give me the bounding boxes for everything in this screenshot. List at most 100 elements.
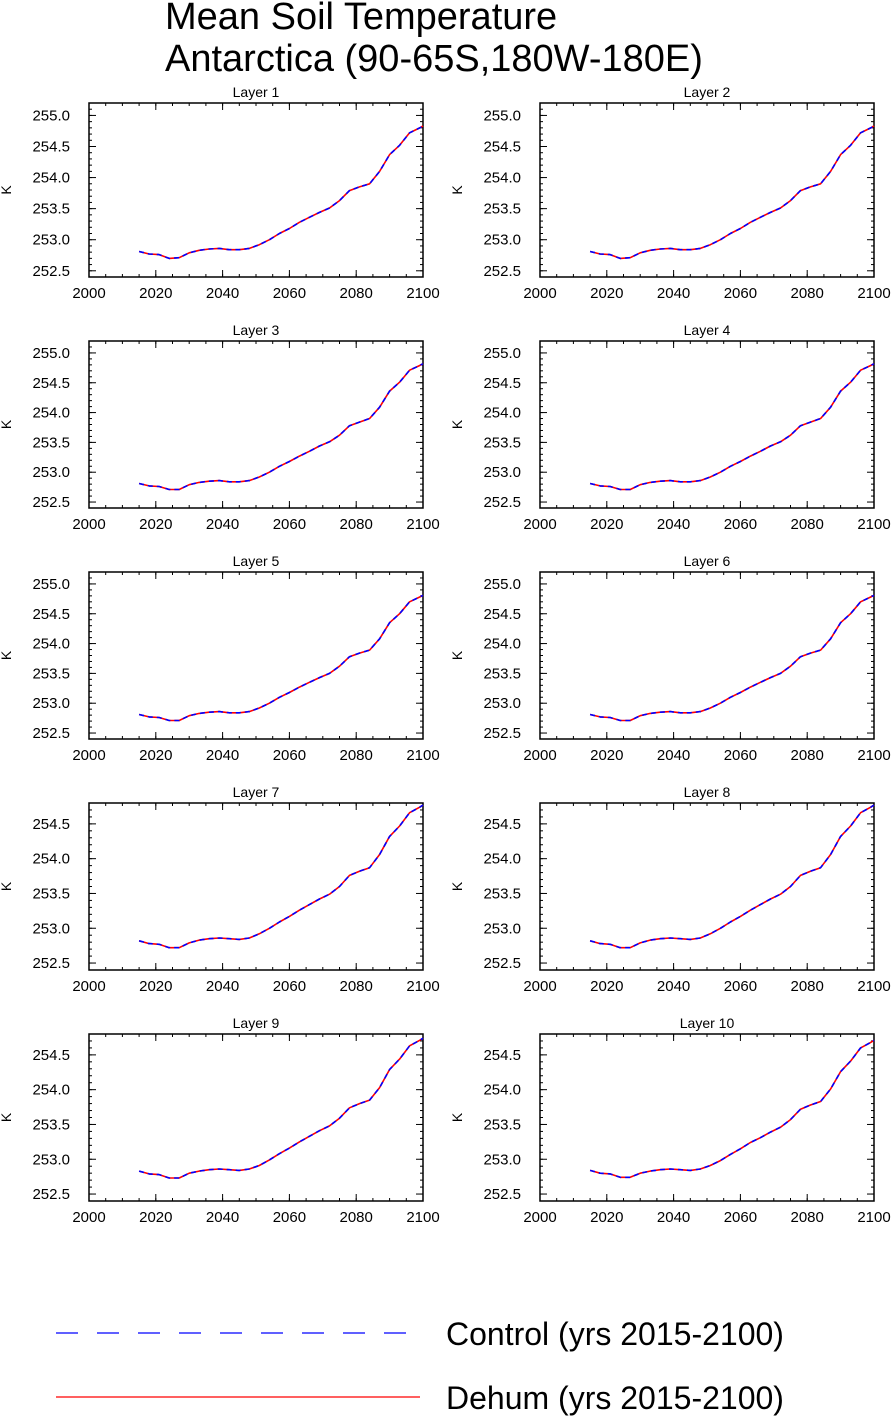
y-tick-label: 255.0 xyxy=(32,345,70,362)
x-tick-label: 2040 xyxy=(206,1209,239,1226)
dehum-series-line xyxy=(589,804,875,949)
y-tick-label: 253.0 xyxy=(32,1151,70,1168)
dehum-series-line xyxy=(589,594,875,722)
y-tick-label: 253.0 xyxy=(32,695,70,712)
y-tick-label: 254.5 xyxy=(483,1047,521,1064)
y-tick-label: 252.5 xyxy=(483,494,521,511)
control-series-line xyxy=(138,594,424,722)
y-axis-label: K xyxy=(0,419,14,429)
panel-title: Layer 6 xyxy=(684,553,731,569)
y-axis-label: K xyxy=(449,650,465,660)
x-tick-label: 2060 xyxy=(724,747,757,764)
chart-panel: Layer 6 K 2000 2020 2040 2060 2080 2100 252.5 253… xyxy=(449,553,891,764)
x-tick-label: 2080 xyxy=(791,747,824,764)
page-title: Mean Soil Temperature Antarctica (90-65S… xyxy=(165,0,703,80)
y-tick-label: 253.0 xyxy=(483,232,521,249)
control-series-line xyxy=(138,804,424,949)
control-series-line xyxy=(138,125,424,260)
legend-item: Control (yrs 2015-2100) xyxy=(56,1316,784,1352)
y-axis-label: K xyxy=(0,185,14,195)
x-tick-label: 2020 xyxy=(139,978,172,995)
control-series-line xyxy=(589,125,875,260)
panel-title: Layer 7 xyxy=(233,784,280,800)
dehum-series-line xyxy=(138,804,424,949)
y-tick-label: 252.5 xyxy=(483,1186,521,1203)
legend-label: Dehum (yrs 2015-2100) xyxy=(446,1380,784,1416)
x-tick-label: 2000 xyxy=(72,285,105,302)
y-tick-label: 252.5 xyxy=(483,725,521,742)
x-tick-label: 2100 xyxy=(857,747,890,764)
control-series-line xyxy=(589,362,875,491)
y-tick-label: 255.0 xyxy=(32,576,70,593)
x-tick-label: 2020 xyxy=(139,1209,172,1226)
y-tick-label: 253.0 xyxy=(483,920,521,937)
y-tick-label: 253.0 xyxy=(32,920,70,937)
x-tick-label: 2060 xyxy=(724,516,757,533)
x-tick-label: 2040 xyxy=(657,1209,690,1226)
x-tick-label: 2100 xyxy=(406,978,439,995)
x-tick-label: 2080 xyxy=(791,978,824,995)
x-tick-label: 2080 xyxy=(340,978,373,995)
plot-frame xyxy=(88,1033,424,1202)
y-tick-label: 252.5 xyxy=(32,955,70,972)
x-tick-label: 2000 xyxy=(523,285,556,302)
x-tick-label: 2000 xyxy=(523,1209,556,1226)
chart-panel: Layer 9 K 2000 2020 2040 2060 2080 2100 252.5 253… xyxy=(0,1015,440,1226)
y-tick-label: 255.0 xyxy=(483,107,521,124)
x-tick-label: 2000 xyxy=(72,1209,105,1226)
control-series-line xyxy=(589,594,875,722)
y-tick-label: 253.0 xyxy=(483,464,521,481)
y-axis-label: K xyxy=(449,1112,465,1122)
x-tick-label: 2060 xyxy=(724,1209,757,1226)
y-tick-label: 253.5 xyxy=(483,434,521,451)
chart-panel: Layer 2 K 2000 2020 2040 2060 2080 2100 252.5 253… xyxy=(449,84,891,302)
x-tick-label: 2000 xyxy=(72,978,105,995)
chart-panel: Layer 1 K 2000 2020 2040 2060 2080 2100 252.5 253… xyxy=(0,84,440,302)
y-tick-label: 253.0 xyxy=(32,232,70,249)
y-tick-label: 253.5 xyxy=(32,885,70,902)
y-tick-label: 254.5 xyxy=(32,1047,70,1064)
x-tick-label: 2040 xyxy=(206,285,239,302)
y-axis-label: K xyxy=(0,1112,14,1122)
y-tick-label: 255.0 xyxy=(32,107,70,124)
y-tick-label: 254.5 xyxy=(483,375,521,392)
x-tick-label: 2040 xyxy=(657,285,690,302)
plot-frame xyxy=(88,340,424,509)
x-tick-label: 2100 xyxy=(857,516,890,533)
y-tick-label: 253.0 xyxy=(483,1151,521,1168)
plot-frame xyxy=(88,802,424,971)
x-tick-label: 2000 xyxy=(523,747,556,764)
x-tick-label: 2060 xyxy=(273,978,306,995)
x-tick-label: 2020 xyxy=(590,516,623,533)
y-tick-label: 254.0 xyxy=(483,1082,521,1099)
y-tick-label: 254.0 xyxy=(483,636,521,653)
panel-title: Layer 8 xyxy=(684,784,731,800)
x-tick-label: 2100 xyxy=(406,1209,439,1226)
y-tick-label: 255.0 xyxy=(483,576,521,593)
x-tick-label: 2000 xyxy=(72,516,105,533)
panel-title: Layer 9 xyxy=(233,1015,280,1031)
x-tick-label: 2060 xyxy=(273,1209,306,1226)
plot-frame xyxy=(539,571,875,740)
title-line-1: Mean Soil Temperature xyxy=(165,0,558,38)
x-tick-label: 2000 xyxy=(523,516,556,533)
y-tick-label: 253.5 xyxy=(483,201,521,218)
dehum-series-line xyxy=(138,125,424,260)
x-tick-label: 2000 xyxy=(523,978,556,995)
y-tick-label: 254.5 xyxy=(32,816,70,833)
plot-frame xyxy=(539,340,875,509)
y-tick-label: 253.5 xyxy=(32,665,70,682)
panel-title: Layer 5 xyxy=(233,553,280,569)
y-axis-label: K xyxy=(449,881,465,891)
y-tick-label: 252.5 xyxy=(32,494,70,511)
y-axis-label: K xyxy=(449,185,465,195)
y-tick-label: 252.5 xyxy=(483,955,521,972)
y-tick-label: 253.0 xyxy=(32,464,70,481)
panel-title: Layer 1 xyxy=(233,84,280,100)
chart-panel: Layer 3 K 2000 2020 2040 2060 2080 2100 252.5 253… xyxy=(0,322,440,533)
dehum-series-line xyxy=(138,594,424,722)
y-axis-label: K xyxy=(0,650,14,660)
y-tick-label: 253.5 xyxy=(32,434,70,451)
panel-title: Layer 3 xyxy=(233,322,280,338)
